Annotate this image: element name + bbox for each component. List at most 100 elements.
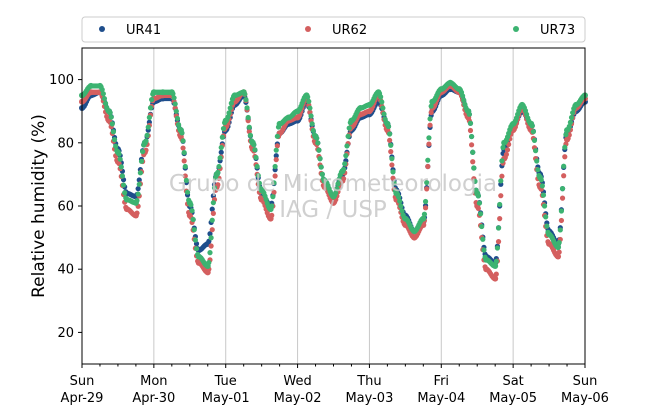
point <box>467 120 474 126</box>
point <box>179 130 185 136</box>
point <box>399 208 405 214</box>
point <box>120 182 127 188</box>
point <box>334 186 340 192</box>
point <box>470 149 476 155</box>
point <box>387 137 393 143</box>
point <box>472 178 478 184</box>
legend-label: UR41 <box>126 23 161 38</box>
point <box>562 144 568 150</box>
point <box>428 109 434 116</box>
point <box>270 194 276 200</box>
x-tick-date: Apr-30 <box>132 391 175 406</box>
point <box>504 147 511 153</box>
point <box>122 190 128 196</box>
point <box>543 214 549 220</box>
x-tick-day: Wed <box>283 374 311 389</box>
point <box>172 101 178 107</box>
point <box>379 99 385 105</box>
point <box>562 154 568 160</box>
watermark-line-1: Grupo de Micrometeorologia <box>169 171 497 197</box>
point <box>558 208 565 214</box>
x-tick-day: Sun <box>573 374 598 389</box>
point <box>315 140 321 146</box>
point <box>116 151 122 157</box>
point <box>215 169 221 175</box>
point <box>209 227 215 233</box>
point <box>481 247 487 253</box>
point <box>494 245 501 251</box>
x-tick-date: May-01 <box>202 391 250 406</box>
point <box>207 250 213 256</box>
point <box>305 94 311 100</box>
point <box>192 237 198 243</box>
point <box>391 180 397 186</box>
point <box>461 97 467 103</box>
point <box>309 121 315 127</box>
point <box>173 108 179 114</box>
point <box>479 223 485 230</box>
point <box>244 105 250 111</box>
point <box>181 149 187 156</box>
point <box>495 239 502 245</box>
point <box>563 132 569 138</box>
point <box>344 143 350 149</box>
point <box>335 181 341 187</box>
point <box>467 127 474 134</box>
point <box>471 165 477 171</box>
point <box>188 202 194 208</box>
point <box>535 167 541 173</box>
point <box>189 208 195 214</box>
point <box>118 164 124 170</box>
legend-box <box>81 16 586 43</box>
point <box>307 105 313 111</box>
point <box>498 193 504 199</box>
point <box>425 163 431 170</box>
point <box>271 180 277 186</box>
point <box>218 144 224 151</box>
point <box>333 190 339 196</box>
point <box>108 114 114 120</box>
point <box>100 91 106 97</box>
point <box>466 111 472 117</box>
point <box>475 205 481 212</box>
point <box>217 155 223 161</box>
point <box>480 236 486 242</box>
series-UR73 <box>79 79 588 270</box>
point <box>539 183 545 189</box>
point <box>475 193 481 199</box>
point <box>211 185 218 191</box>
point <box>273 147 279 153</box>
point <box>390 175 396 181</box>
point <box>218 149 224 155</box>
point <box>380 105 386 111</box>
point <box>559 195 566 201</box>
point <box>389 156 395 162</box>
point <box>318 164 324 170</box>
point <box>227 105 233 111</box>
point <box>310 127 316 134</box>
point <box>378 94 384 100</box>
point <box>556 240 562 246</box>
point <box>426 141 432 147</box>
x-axis: Sun Apr-29 Mon Apr-30 Tue May-01 Wed May-02 Thu M… <box>61 364 609 406</box>
point <box>544 223 550 229</box>
point <box>149 97 155 103</box>
point <box>492 263 499 270</box>
point <box>341 166 347 172</box>
point <box>119 173 126 179</box>
point <box>171 95 177 101</box>
point <box>493 271 499 277</box>
point <box>215 182 221 188</box>
point <box>253 154 259 161</box>
x-tick-day: Fri <box>434 374 450 389</box>
x-tick-day: Thu <box>356 374 381 389</box>
point <box>182 173 188 179</box>
legend: UR41 UR62 UR73 <box>81 16 586 43</box>
point <box>220 125 227 132</box>
x-tick-date: May-05 <box>489 391 537 406</box>
x-tick-date: May-03 <box>345 391 393 406</box>
y-axis: 20 40 60 80 100 <box>49 73 82 341</box>
point <box>469 133 475 140</box>
point <box>136 177 142 183</box>
point <box>498 178 504 184</box>
